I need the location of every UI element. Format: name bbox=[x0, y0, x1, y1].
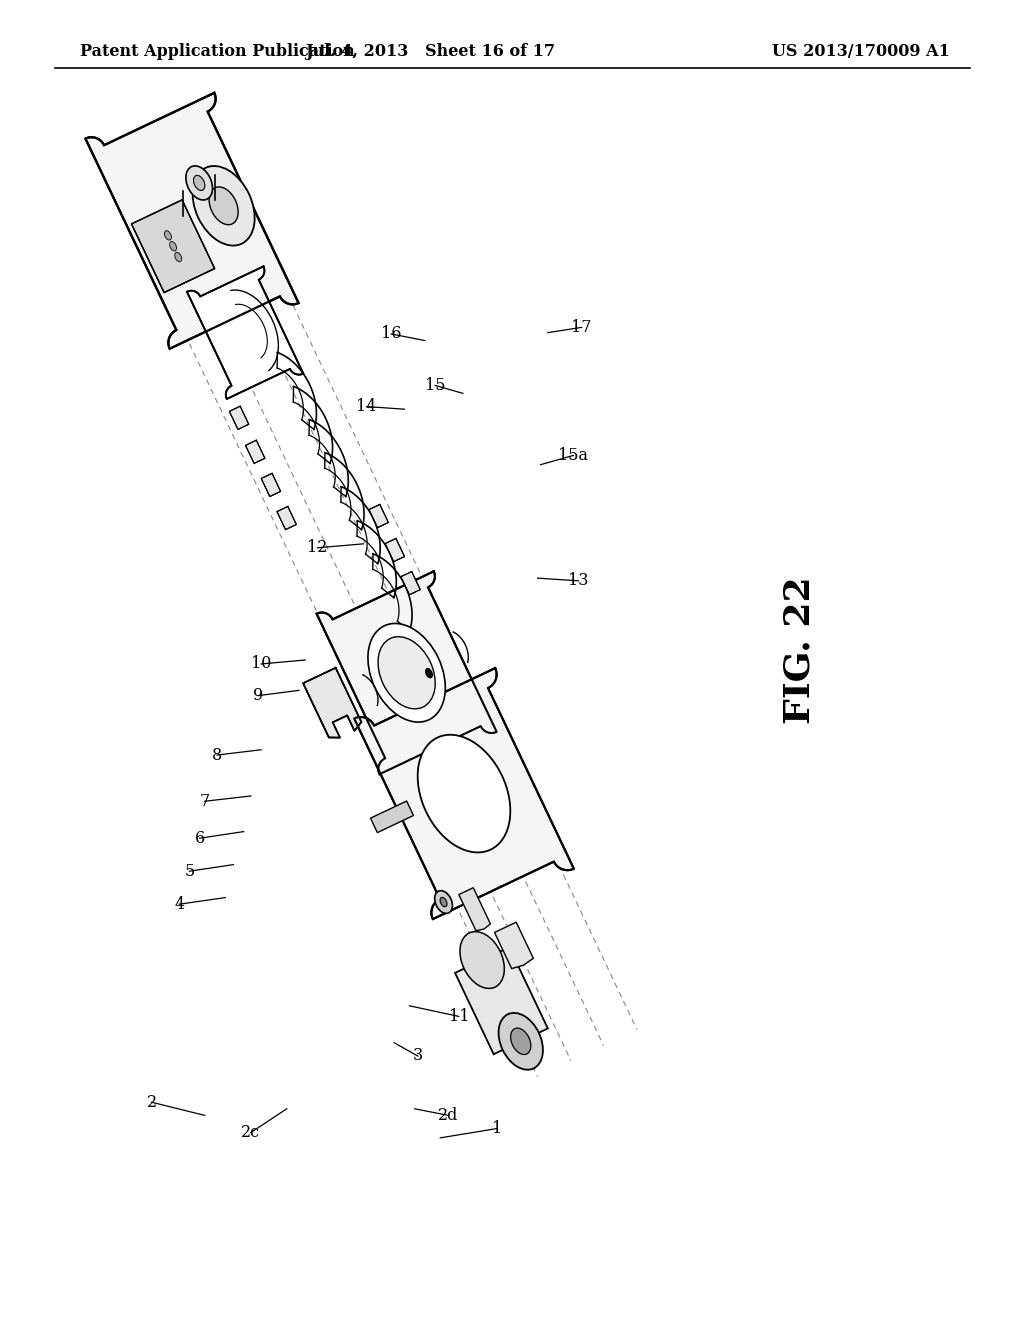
Text: 15: 15 bbox=[425, 378, 445, 393]
Ellipse shape bbox=[426, 668, 432, 678]
Polygon shape bbox=[459, 888, 490, 931]
Ellipse shape bbox=[511, 1028, 530, 1055]
Text: 12: 12 bbox=[307, 540, 328, 556]
Text: 8: 8 bbox=[212, 747, 222, 763]
Ellipse shape bbox=[175, 252, 181, 261]
Text: 17: 17 bbox=[571, 319, 592, 335]
Polygon shape bbox=[316, 572, 497, 775]
Text: 5: 5 bbox=[184, 863, 195, 879]
Text: 6: 6 bbox=[195, 830, 205, 846]
Polygon shape bbox=[261, 474, 281, 496]
Ellipse shape bbox=[434, 891, 453, 913]
Text: FIG. 22: FIG. 22 bbox=[783, 577, 817, 723]
Text: 3: 3 bbox=[413, 1048, 423, 1064]
Text: Jul. 4, 2013   Sheet 16 of 17: Jul. 4, 2013 Sheet 16 of 17 bbox=[305, 44, 555, 61]
Text: 1: 1 bbox=[492, 1121, 502, 1137]
Polygon shape bbox=[187, 267, 303, 399]
Polygon shape bbox=[303, 668, 361, 738]
Polygon shape bbox=[85, 92, 299, 348]
Text: 16: 16 bbox=[381, 326, 401, 342]
Polygon shape bbox=[131, 199, 215, 293]
Text: 2: 2 bbox=[146, 1094, 157, 1110]
Polygon shape bbox=[229, 407, 249, 429]
Polygon shape bbox=[369, 504, 388, 528]
Text: 15a: 15a bbox=[558, 447, 589, 463]
Ellipse shape bbox=[194, 176, 205, 190]
Ellipse shape bbox=[193, 166, 255, 246]
Ellipse shape bbox=[165, 231, 171, 240]
Text: 14: 14 bbox=[356, 399, 377, 414]
Text: 2d: 2d bbox=[438, 1107, 459, 1123]
Text: 9: 9 bbox=[253, 688, 263, 704]
Text: 13: 13 bbox=[568, 573, 589, 589]
Text: US 2013/170009 A1: US 2013/170009 A1 bbox=[772, 44, 950, 61]
Polygon shape bbox=[276, 507, 296, 529]
Polygon shape bbox=[354, 668, 573, 919]
Ellipse shape bbox=[170, 242, 176, 251]
Ellipse shape bbox=[209, 187, 239, 224]
Ellipse shape bbox=[460, 932, 505, 989]
Text: 11: 11 bbox=[449, 1008, 469, 1024]
Ellipse shape bbox=[499, 1012, 543, 1069]
Ellipse shape bbox=[418, 735, 510, 853]
Polygon shape bbox=[400, 572, 420, 595]
Text: Patent Application Publication: Patent Application Publication bbox=[80, 44, 354, 61]
Text: 4: 4 bbox=[174, 896, 184, 912]
Ellipse shape bbox=[378, 636, 435, 709]
Text: 10: 10 bbox=[251, 656, 271, 672]
Ellipse shape bbox=[186, 166, 213, 201]
Ellipse shape bbox=[440, 898, 447, 907]
Polygon shape bbox=[246, 440, 265, 463]
Polygon shape bbox=[371, 801, 414, 833]
Text: 2c: 2c bbox=[242, 1125, 260, 1140]
Polygon shape bbox=[495, 923, 534, 969]
Ellipse shape bbox=[368, 623, 445, 722]
Text: 7: 7 bbox=[200, 793, 210, 809]
Polygon shape bbox=[385, 539, 404, 561]
Polygon shape bbox=[455, 948, 548, 1055]
